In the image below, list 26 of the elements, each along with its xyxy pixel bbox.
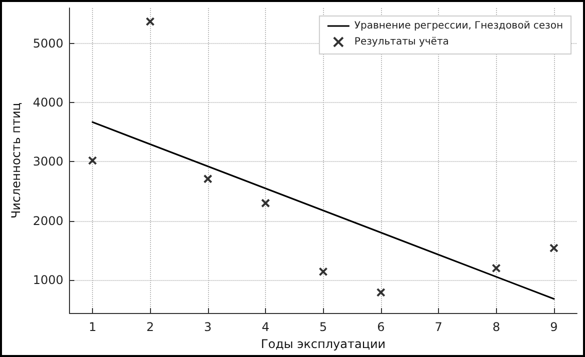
x-tick-label: 5 [319, 320, 328, 334]
point [146, 17, 155, 26]
y-tick-label: 5000 [32, 36, 64, 50]
x-tick-label: 8 [492, 320, 500, 334]
point [376, 288, 386, 297]
y-tick-label: 1000 [32, 272, 64, 287]
y-axis-title: Численность птиц [9, 102, 23, 219]
x-axis-title: Годы эксплуатации [260, 337, 386, 351]
point [492, 264, 501, 273]
x-tick-label: 7 [434, 320, 442, 334]
x-tick-label: 1 [88, 320, 96, 334]
y-tick-label: 4000 [32, 96, 64, 110]
legend-label: Уравнение регрессии, Гнездовой сезон [354, 20, 564, 32]
x-tick-label: 2 [146, 320, 154, 334]
x-tick-label: 9 [550, 320, 558, 334]
x-tick-label: 6 [377, 320, 385, 334]
y-tick-label: 3000 [32, 154, 64, 169]
point [261, 198, 270, 208]
point [203, 174, 212, 184]
legend-label: Результаты учёта [354, 36, 449, 48]
point [318, 267, 328, 276]
x-tick-label: 3 [204, 320, 212, 334]
point [88, 156, 98, 166]
point [549, 244, 558, 253]
x-tick-label: 4 [262, 320, 270, 334]
y-tick-label: 2000 [32, 214, 64, 228]
